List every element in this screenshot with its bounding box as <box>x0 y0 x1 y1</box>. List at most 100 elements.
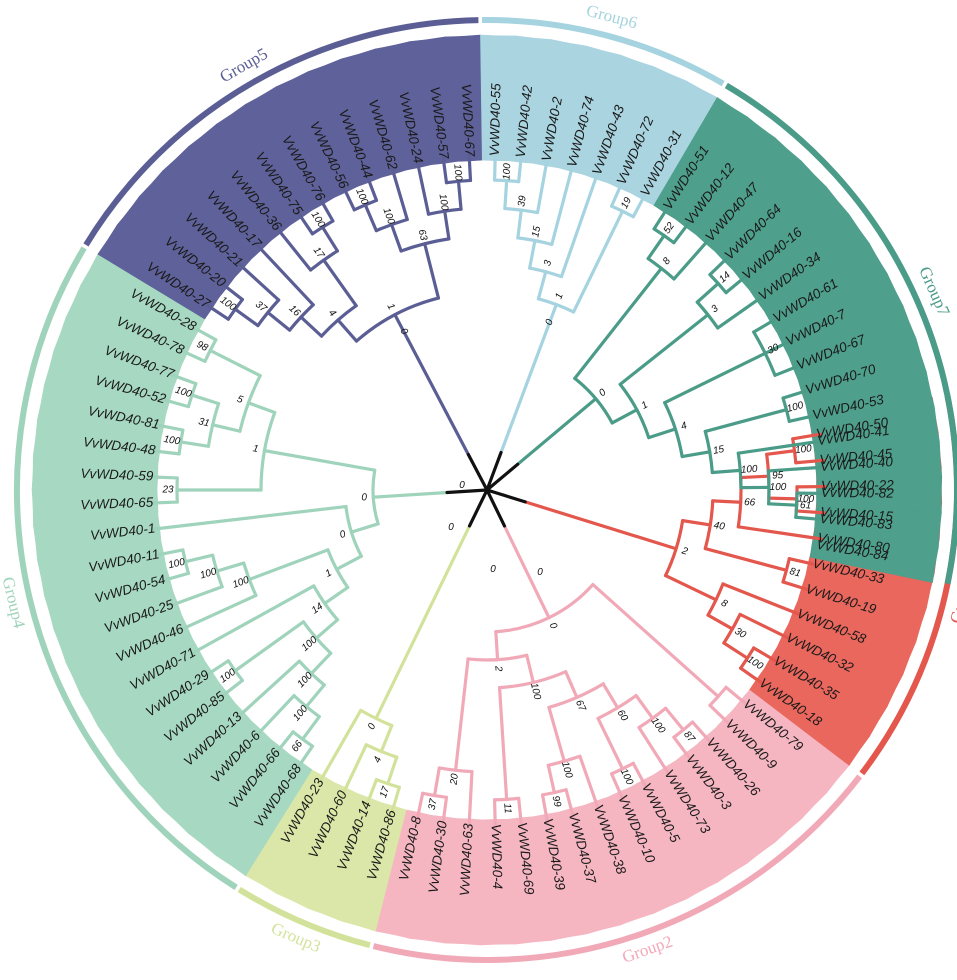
support-value: 30 <box>766 342 781 357</box>
root-support-value: 0 <box>537 567 543 578</box>
branch-line <box>177 593 258 632</box>
branch-line <box>322 258 358 308</box>
branch-line <box>573 266 663 380</box>
branch-line <box>794 509 826 515</box>
branch-line <box>502 524 551 620</box>
leaf-label: VvWD40-55 <box>487 83 504 157</box>
branch-line <box>516 397 598 466</box>
branch-line <box>571 209 625 314</box>
support-value: 1 <box>553 292 565 301</box>
support-value: 81 <box>788 566 802 580</box>
branch-line <box>254 694 296 739</box>
branch-line <box>493 798 497 830</box>
branch-line <box>610 408 639 425</box>
branch-line <box>739 474 771 480</box>
support-value: 15 <box>530 225 543 238</box>
branch-line <box>547 705 566 763</box>
branch-line <box>406 337 470 457</box>
branch-line <box>189 584 316 656</box>
branch-line <box>716 294 766 330</box>
branch-line <box>706 613 735 631</box>
branch-line <box>781 580 812 592</box>
branch-line <box>736 525 824 541</box>
branch-line <box>153 548 185 557</box>
branch-line <box>525 653 535 685</box>
root-support-value: 0 <box>490 564 496 575</box>
branch-line <box>317 195 335 223</box>
branch-line <box>246 401 277 415</box>
branch-line <box>703 408 789 434</box>
branch-line <box>564 788 575 819</box>
support-value: 4 <box>372 755 384 765</box>
branch-line <box>317 708 363 785</box>
branch-line <box>266 310 292 332</box>
branch-line <box>517 152 524 184</box>
support-value: 0 <box>366 721 379 731</box>
branch-line <box>336 318 359 343</box>
branch-line <box>389 223 403 253</box>
support-value: 2 <box>492 665 503 673</box>
branch-line <box>179 440 211 448</box>
support-value: 100 <box>437 193 450 212</box>
support-value: 63 <box>416 228 430 242</box>
support-value: 20 <box>449 773 461 787</box>
branch-line <box>467 150 473 183</box>
support-value: 100 <box>451 164 464 182</box>
branch-line <box>781 388 812 400</box>
branch-line <box>273 730 295 756</box>
branch-line <box>389 164 409 222</box>
branch-line <box>379 723 394 754</box>
leaf-label: VvWD40-67 <box>459 83 478 157</box>
branch-line <box>467 769 474 830</box>
support-value: 100 <box>770 482 787 493</box>
branch-line <box>262 449 377 472</box>
branch-line <box>546 763 556 795</box>
support-value: 100 <box>740 464 758 476</box>
branch-line <box>235 659 301 720</box>
branch-line <box>301 715 321 741</box>
support-value: 100 <box>199 566 219 581</box>
branch-line <box>787 557 819 567</box>
support-value: 100 <box>163 434 182 448</box>
leaf-label: VvWD40-83 <box>819 511 893 532</box>
branch-line <box>690 720 713 745</box>
branch-line <box>494 630 500 662</box>
support-value: 8 <box>661 255 673 267</box>
support-value: 1 <box>324 567 334 579</box>
leaf-color-bands <box>31 34 943 946</box>
support-value: 1 <box>252 443 259 455</box>
support-value: 0 <box>544 317 556 326</box>
branch-line <box>738 612 792 641</box>
support-value: 100 <box>745 654 765 673</box>
branch-line <box>441 795 449 827</box>
branch-line <box>791 432 822 441</box>
branch-line <box>711 499 743 504</box>
branch-line <box>752 316 780 334</box>
support-value: 23 <box>161 485 174 496</box>
branch-line <box>499 329 549 455</box>
branch-line <box>493 150 497 182</box>
group-arc <box>482 17 725 87</box>
branch-line <box>794 515 826 522</box>
root-support-value: 0 <box>448 522 454 533</box>
branch-line <box>254 241 315 307</box>
leaf-label: VvWD40-45 <box>819 446 893 467</box>
group-arc <box>372 774 863 963</box>
branch-line <box>304 683 326 709</box>
support-value: 17 <box>378 785 392 799</box>
branch-line <box>544 302 558 333</box>
support-value: 99 <box>550 795 563 809</box>
branch-line <box>386 755 399 786</box>
branch-line <box>189 324 218 342</box>
leaf-label: VvWD40-82 <box>821 485 894 501</box>
branch-line <box>708 253 732 277</box>
branch-line <box>559 169 600 279</box>
support-value: 3 <box>542 259 554 268</box>
branch-line <box>371 490 449 499</box>
branch-line <box>415 791 425 823</box>
branch-line <box>610 772 625 802</box>
leaf-label: VvWD40-4 <box>489 824 506 890</box>
branch-line <box>441 153 449 185</box>
leaf-band <box>809 531 939 583</box>
